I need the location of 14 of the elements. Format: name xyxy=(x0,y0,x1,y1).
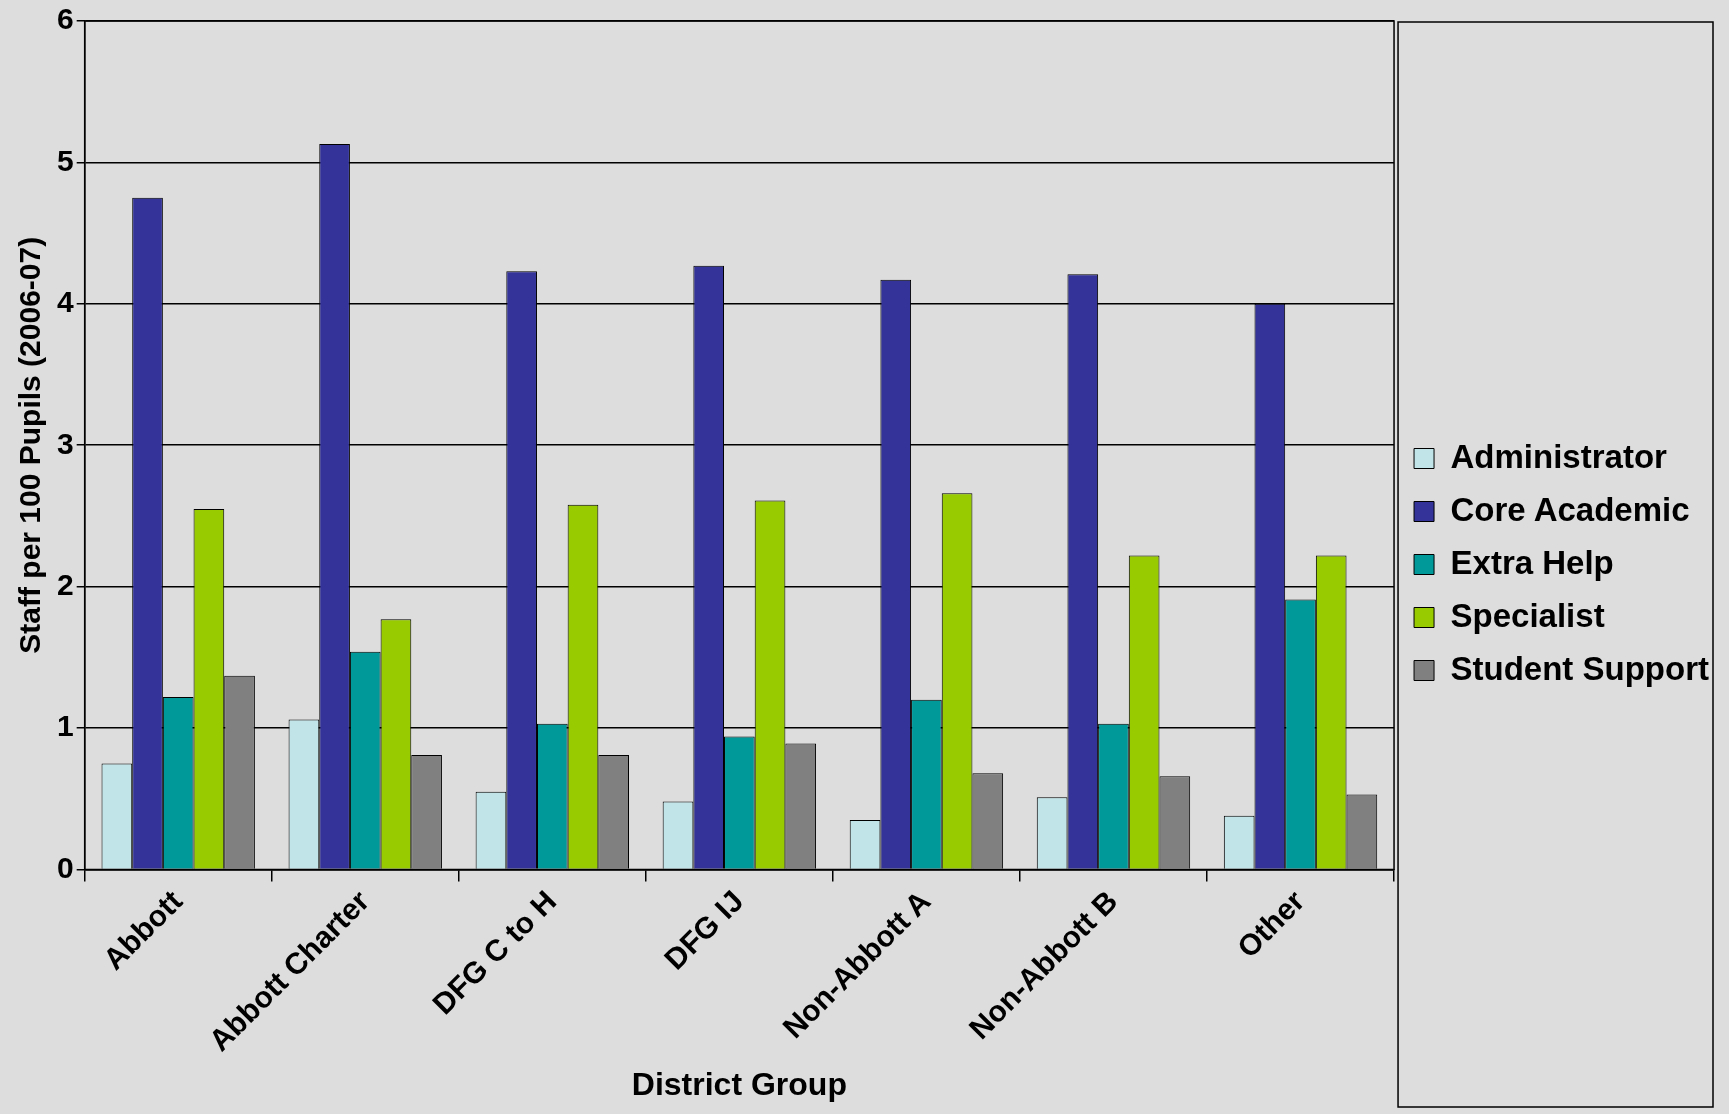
y-tick-label: 4 xyxy=(57,285,74,319)
legend-label: Core Academic xyxy=(1450,490,1690,528)
y-tick-label: 2 xyxy=(57,567,74,601)
y-tick-label: 3 xyxy=(57,426,74,460)
legend-label: Student Support xyxy=(1450,649,1710,687)
y-tick-label: 6 xyxy=(57,2,74,36)
legend-label: Administrator xyxy=(1450,437,1668,475)
y-tick-label: 1 xyxy=(57,709,74,743)
y-axis-title: Staff per 100 Pupils (2006-07) xyxy=(13,236,47,654)
legend-label: Extra Help xyxy=(1450,543,1614,581)
legend-label: Specialist xyxy=(1450,596,1605,634)
y-tick-label: 0 xyxy=(57,850,74,884)
x-axis-title: District Group xyxy=(631,1065,847,1102)
y-tick-label: 5 xyxy=(57,143,74,177)
